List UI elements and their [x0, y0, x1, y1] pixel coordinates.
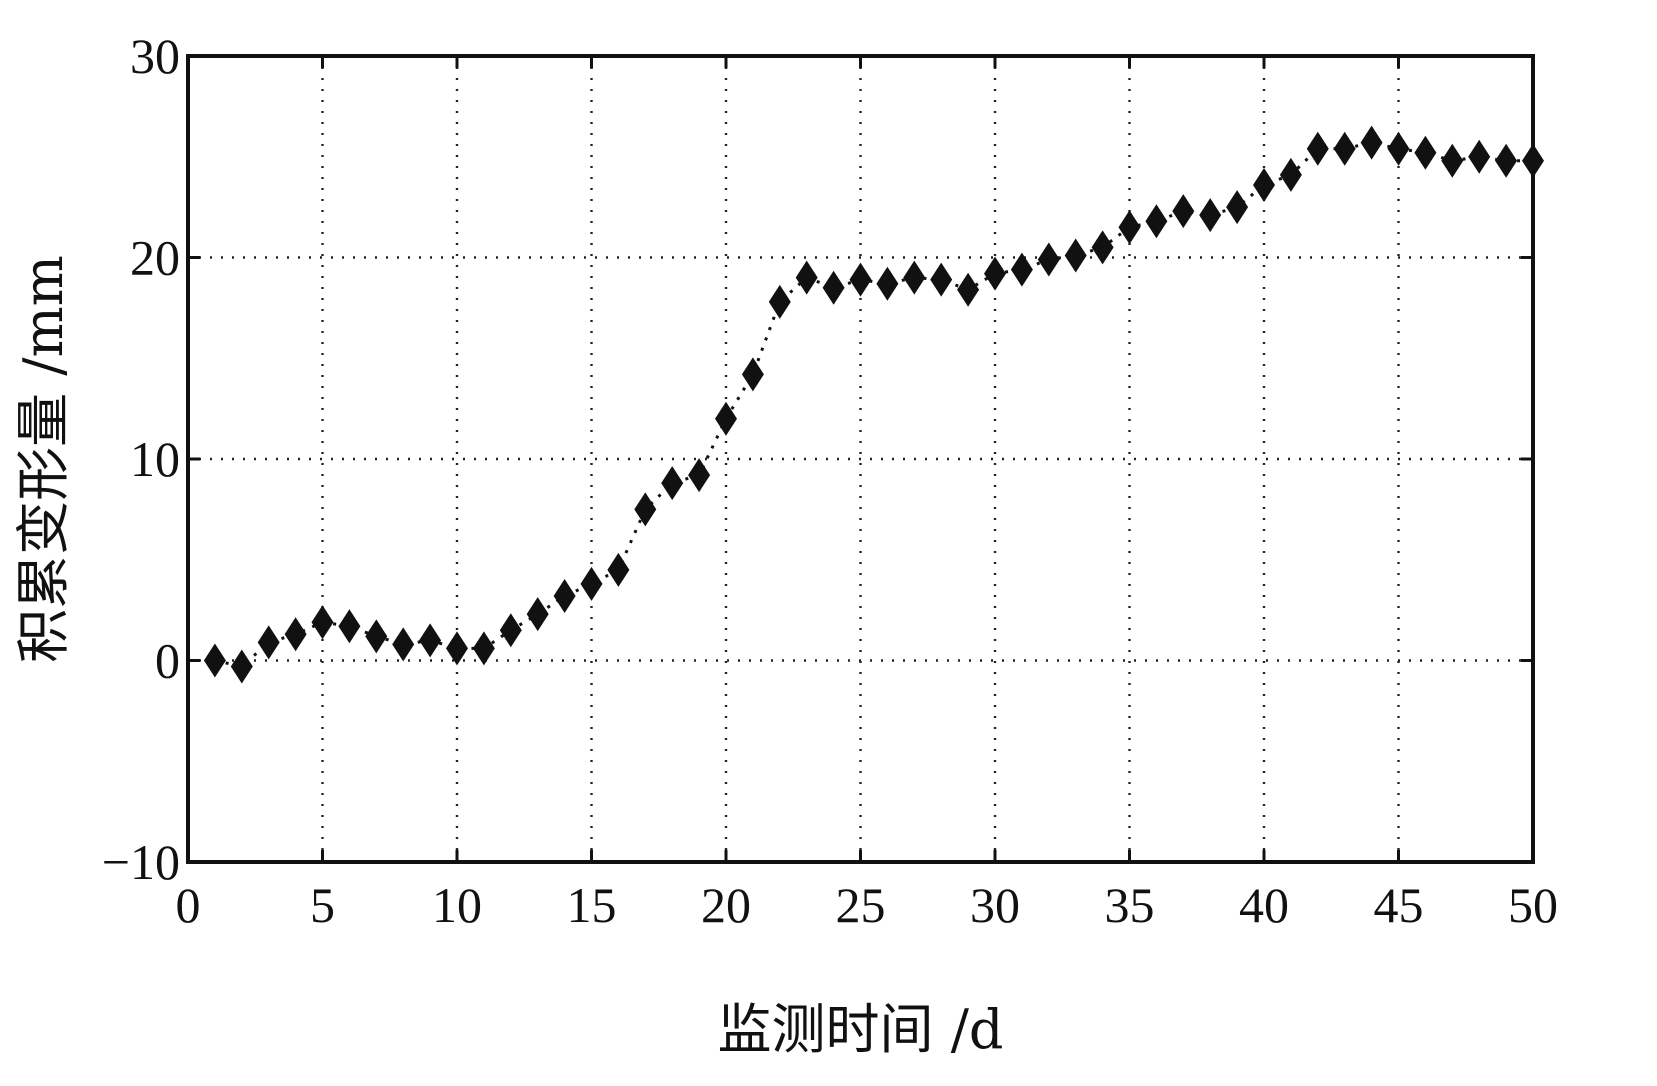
- data-point: [1333, 131, 1356, 166]
- grid-lines: [188, 56, 1533, 862]
- data-point: [1226, 190, 1249, 225]
- data-point: [1037, 242, 1060, 277]
- x-axis-title: 监测时间 /d: [718, 998, 1004, 1061]
- x-tick-label: 25: [836, 877, 886, 933]
- data-point: [822, 270, 845, 305]
- x-tick-label: 5: [310, 877, 335, 933]
- data-point: [230, 649, 253, 684]
- data-point: [499, 613, 522, 648]
- data-point: [419, 623, 442, 658]
- tick-marks: [186, 54, 1535, 864]
- data-point: [1387, 131, 1410, 166]
- x-tick-labels: 0 5 10 15 20 25 30 35 40 45 50: [176, 877, 1559, 933]
- x-tick-label: 10: [432, 877, 482, 933]
- data-point: [392, 627, 415, 662]
- data-point: [580, 566, 603, 601]
- data-point: [1495, 143, 1518, 178]
- data-point: [607, 552, 630, 587]
- data-point: [1199, 198, 1222, 233]
- data-point: [768, 284, 791, 319]
- x-tick-label: 35: [1105, 877, 1155, 933]
- data-point: [1306, 131, 1329, 166]
- data-point: [1414, 135, 1437, 170]
- x-tick-label: 50: [1508, 877, 1558, 933]
- x-tick-label: 0: [176, 877, 201, 933]
- data-point: [472, 631, 495, 666]
- data-markers: [203, 125, 1544, 684]
- data-point: [311, 605, 334, 640]
- data-point: [715, 401, 737, 436]
- data-point: [446, 631, 468, 666]
- data-point: [257, 625, 280, 660]
- data-point: [1279, 157, 1302, 192]
- data-point: [741, 357, 764, 392]
- x-tick-label: 15: [567, 877, 617, 933]
- y-tick-label: 10: [130, 431, 180, 487]
- data-point: [903, 260, 926, 295]
- data-point: [365, 619, 388, 654]
- data-point: [526, 597, 549, 632]
- data-point: [203, 643, 226, 678]
- data-point: [1468, 139, 1491, 174]
- y-tick-labels: −10 0 10 20 30: [102, 28, 180, 890]
- data-point: [1064, 238, 1087, 273]
- data-point: [634, 492, 657, 527]
- y-tick-label: 30: [130, 28, 180, 84]
- y-tick-label: −10: [102, 834, 180, 890]
- x-tick-label: 40: [1239, 877, 1289, 933]
- data-point: [957, 272, 980, 307]
- data-point: [661, 466, 684, 501]
- data-point: [1145, 204, 1168, 239]
- data-point: [795, 260, 818, 295]
- y-axis-title: 积累变形量 /mm: [12, 255, 75, 663]
- x-tick-label: 30: [970, 877, 1020, 933]
- x-tick-label: 20: [701, 877, 751, 933]
- data-point: [1253, 167, 1275, 202]
- data-point: [984, 256, 1006, 291]
- data-point: [338, 609, 361, 644]
- data-point: [1091, 230, 1114, 265]
- x-tick-label: 45: [1374, 877, 1424, 933]
- data-point: [284, 617, 307, 652]
- data-point: [1172, 194, 1195, 229]
- data-point: [876, 266, 899, 301]
- data-point: [553, 579, 576, 614]
- data-point: [1360, 125, 1383, 160]
- data-point: [849, 262, 872, 297]
- y-tick-label: 0: [155, 633, 180, 689]
- series-line: [214, 141, 1533, 669]
- data-point: [1010, 252, 1033, 287]
- data-point: [1118, 210, 1141, 245]
- data-point: [688, 458, 711, 493]
- data-point: [1441, 143, 1464, 178]
- y-tick-label: 20: [130, 230, 180, 286]
- data-point: [930, 262, 953, 297]
